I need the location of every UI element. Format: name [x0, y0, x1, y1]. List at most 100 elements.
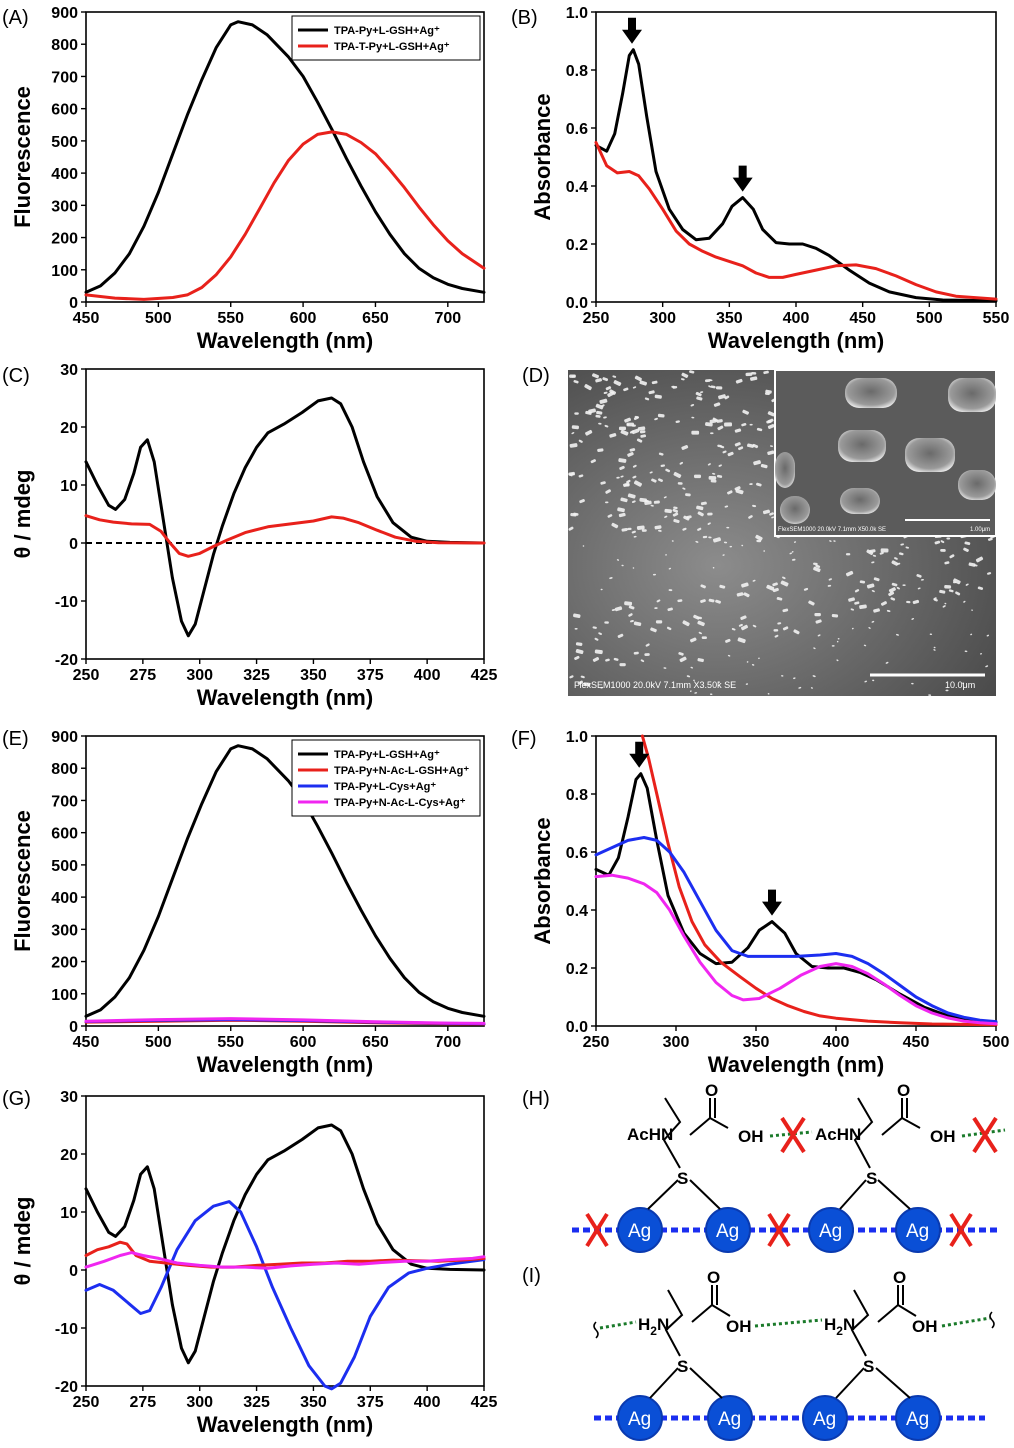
- sem-particle: [864, 680, 868, 683]
- sem-particle: [618, 512, 626, 518]
- sem-particle: [772, 582, 778, 587]
- sem-info-label: FlexSEM1000 20.0kV 7.1mm X3.50k SE: [574, 680, 736, 690]
- sem-particle: [752, 579, 756, 582]
- sem-particle: [619, 465, 625, 470]
- sem-particle: [600, 404, 605, 408]
- sem-particle: [859, 604, 867, 610]
- sem-particle: [660, 464, 666, 467]
- sem-particle: [949, 554, 955, 559]
- y-tick-label: 20: [60, 420, 78, 437]
- y-tick-label: 0.4: [566, 903, 588, 920]
- sem-particle: [767, 411, 775, 417]
- sem-particle: [569, 675, 574, 679]
- sem-particle: [722, 554, 725, 556]
- sem-particle: [682, 487, 686, 490]
- sem-particle: [603, 416, 607, 419]
- down-arrow-icon: [622, 17, 642, 44]
- y-tick-label: 0.2: [566, 237, 588, 254]
- x-tick-label: 275: [130, 667, 157, 684]
- panel-label-a: (A): [2, 7, 29, 29]
- x-tick-label: 500: [916, 310, 943, 327]
- sem-particle: [955, 591, 961, 596]
- sem-particle: [654, 607, 658, 610]
- sem-particle: [707, 512, 713, 516]
- sem-particle: [726, 526, 730, 529]
- sem-particle: [602, 377, 609, 382]
- sem-particle: [911, 682, 914, 685]
- y-tick-label: 600: [51, 826, 78, 843]
- ag-atom: [705, 1207, 751, 1253]
- sem-particle: [890, 597, 896, 601]
- chem-oh: OH: [738, 1127, 764, 1146]
- sem-particle: [763, 550, 766, 552]
- sem-particle: [716, 419, 723, 423]
- sem-particle: [594, 649, 603, 655]
- sem-inset-info-label: FlexSEM1000 20.0kV 7.1mm X50.0k SE: [778, 527, 886, 533]
- sem-particle: [620, 475, 624, 478]
- sem-particle: [734, 428, 742, 433]
- sem-particle: [627, 452, 634, 457]
- down-arrow-icon: [629, 741, 650, 768]
- chem-h-sub: 2: [836, 1324, 843, 1338]
- sem-particle: [769, 512, 774, 516]
- sem-particle: [743, 592, 750, 598]
- sem-particle: [727, 654, 731, 657]
- series-line-1: [594, 48, 998, 303]
- sem-particle: [871, 620, 875, 623]
- sem-particle: [836, 640, 839, 643]
- ag-label: Ag: [628, 1409, 651, 1430]
- series-line-2: [594, 141, 998, 301]
- x-tick-label: 325: [243, 667, 270, 684]
- sem-particle: [605, 658, 610, 662]
- sem-particle: [679, 656, 687, 663]
- sem-particle: [942, 605, 946, 608]
- sem-particle: [766, 584, 775, 591]
- sem-particle: [571, 432, 575, 435]
- sem-particle: [769, 445, 774, 447]
- y-tick-label: 500: [51, 858, 78, 875]
- x-tick-label: 650: [362, 1034, 389, 1051]
- sem-particle: [749, 423, 753, 426]
- sem-particle: [817, 634, 821, 637]
- sem-particle: [585, 410, 592, 415]
- sem-particle: [614, 606, 623, 612]
- sem-particle: [845, 570, 854, 577]
- sem-particle: [727, 451, 734, 457]
- sem-particle: [682, 527, 687, 531]
- x-tick-label: 250: [73, 1394, 100, 1411]
- sem-particle: [963, 600, 966, 603]
- y-tick-label: 400: [51, 890, 78, 907]
- sem-particle: [582, 545, 585, 547]
- sem-particle: [577, 680, 584, 685]
- sem-particle: [868, 627, 871, 629]
- sem-particle: [621, 564, 624, 567]
- sem-particle: [651, 380, 658, 385]
- sem-particle: [700, 501, 707, 506]
- ag-label: Ag: [718, 1409, 741, 1430]
- y-tick-label: 700: [51, 793, 78, 810]
- sem-particle: [718, 394, 726, 400]
- sem-particle: [631, 530, 636, 534]
- sem-particle: [713, 402, 721, 407]
- chem-h: H: [824, 1315, 836, 1334]
- sem-particle: [831, 614, 839, 618]
- x-tick-label: 450: [903, 1034, 930, 1051]
- sem-particle: [705, 379, 711, 383]
- sem-image: 10.0μm FlexSEM1000 20.0kV 7.1mm X3.50k S…: [568, 369, 997, 696]
- sem-particle: [574, 628, 578, 630]
- chem-o: O: [893, 1268, 906, 1287]
- sem-particle: [623, 387, 629, 392]
- sem-particle: [616, 559, 620, 561]
- sem-particle: [628, 605, 635, 610]
- x-tick-label: 250: [583, 310, 610, 327]
- sem-particle: [737, 637, 746, 644]
- sem-particle: [598, 422, 602, 425]
- y-tick-label: 10: [60, 478, 78, 495]
- sem-particle: [649, 471, 653, 474]
- sem-particle: [710, 432, 714, 435]
- sem-particle: [731, 628, 736, 631]
- sem-particle: [727, 490, 733, 495]
- x-tick-label: 550: [217, 310, 244, 327]
- chem-oh: OH: [912, 1317, 938, 1336]
- sem-particle: [896, 586, 900, 590]
